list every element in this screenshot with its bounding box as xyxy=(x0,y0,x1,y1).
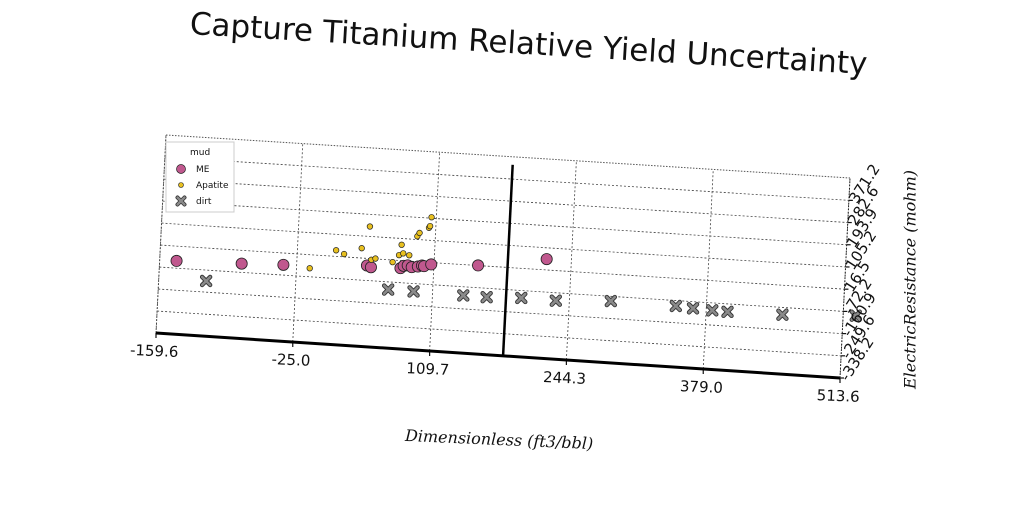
point-dirt xyxy=(604,294,618,308)
point-me xyxy=(425,258,438,271)
legend-item-me: ME xyxy=(176,164,210,175)
legend: mud ME Apatite dirt xyxy=(165,141,235,213)
axes xyxy=(155,164,853,383)
point-dirt xyxy=(381,283,395,296)
x-grid-line xyxy=(155,134,167,334)
vertical-reference-line xyxy=(501,164,514,356)
point-dirt xyxy=(686,302,700,315)
y-grid-line xyxy=(159,266,844,312)
plot-frame-top xyxy=(165,134,851,179)
data-points xyxy=(170,214,862,322)
legend-dirt-marker xyxy=(175,195,187,207)
legend-apatite-label: Apatite xyxy=(196,181,229,191)
legend-me-label: ME xyxy=(196,165,210,175)
y-grid-line xyxy=(162,200,847,246)
legend-apatite-marker xyxy=(178,182,184,188)
point-me xyxy=(277,258,290,271)
point-me xyxy=(540,253,553,266)
legend-item-apatite: Apatite xyxy=(178,181,229,191)
y-axis-line xyxy=(839,177,851,379)
point-apatite xyxy=(389,259,396,266)
point-apatite xyxy=(340,250,348,258)
point-apatite xyxy=(426,222,434,230)
point-apatite xyxy=(332,247,340,254)
point-apatite xyxy=(428,214,435,221)
point-dirt xyxy=(480,291,493,304)
point-me xyxy=(235,257,248,270)
y-grid-line xyxy=(161,222,846,268)
point-apatite xyxy=(372,255,379,262)
point-apatite xyxy=(406,252,413,259)
point-dirt xyxy=(407,285,420,298)
legend-box xyxy=(165,141,235,213)
y-grid-line xyxy=(158,288,843,335)
x-tick-label: 379.0 xyxy=(680,377,724,397)
x-grid-line xyxy=(702,169,714,370)
x-grid-line xyxy=(565,160,577,361)
point-dirt xyxy=(706,304,719,317)
y-grid-line xyxy=(164,156,849,201)
legend-item-dirt: dirt xyxy=(175,195,212,207)
x-tick-label: 109.7 xyxy=(406,359,450,379)
point-apatite xyxy=(400,250,407,257)
point-dirt xyxy=(849,309,862,322)
x-tick-label: -159.6 xyxy=(130,341,179,361)
legend-me-marker xyxy=(176,164,186,174)
point-me xyxy=(170,254,183,267)
point-dirt xyxy=(721,305,734,319)
point-apatite xyxy=(398,241,405,248)
point-dirt xyxy=(515,291,528,305)
legend-dirt-label: dirt xyxy=(196,197,212,207)
point-dirt xyxy=(669,299,683,313)
point-apatite xyxy=(306,265,313,272)
legend-title: mud xyxy=(190,148,210,158)
point-apatite xyxy=(416,229,423,237)
point-dirt xyxy=(776,308,789,321)
point-apatite xyxy=(358,245,365,252)
point-dirt xyxy=(549,294,562,307)
point-me xyxy=(472,259,485,272)
x-tick-label: 244.3 xyxy=(543,368,587,388)
x-grid-line xyxy=(292,143,304,343)
y-grid-line xyxy=(160,244,845,290)
x-axis-line xyxy=(155,331,841,380)
point-me xyxy=(364,261,377,274)
point-dirt xyxy=(199,274,213,288)
y-grid-line xyxy=(163,178,848,223)
y-grid-line xyxy=(157,310,842,357)
x-tick-label: 513.6 xyxy=(816,386,860,406)
point-dirt xyxy=(457,289,470,302)
point-apatite xyxy=(366,223,374,230)
x-tick-label: -25.0 xyxy=(271,350,311,370)
x-grid-line xyxy=(429,152,441,352)
